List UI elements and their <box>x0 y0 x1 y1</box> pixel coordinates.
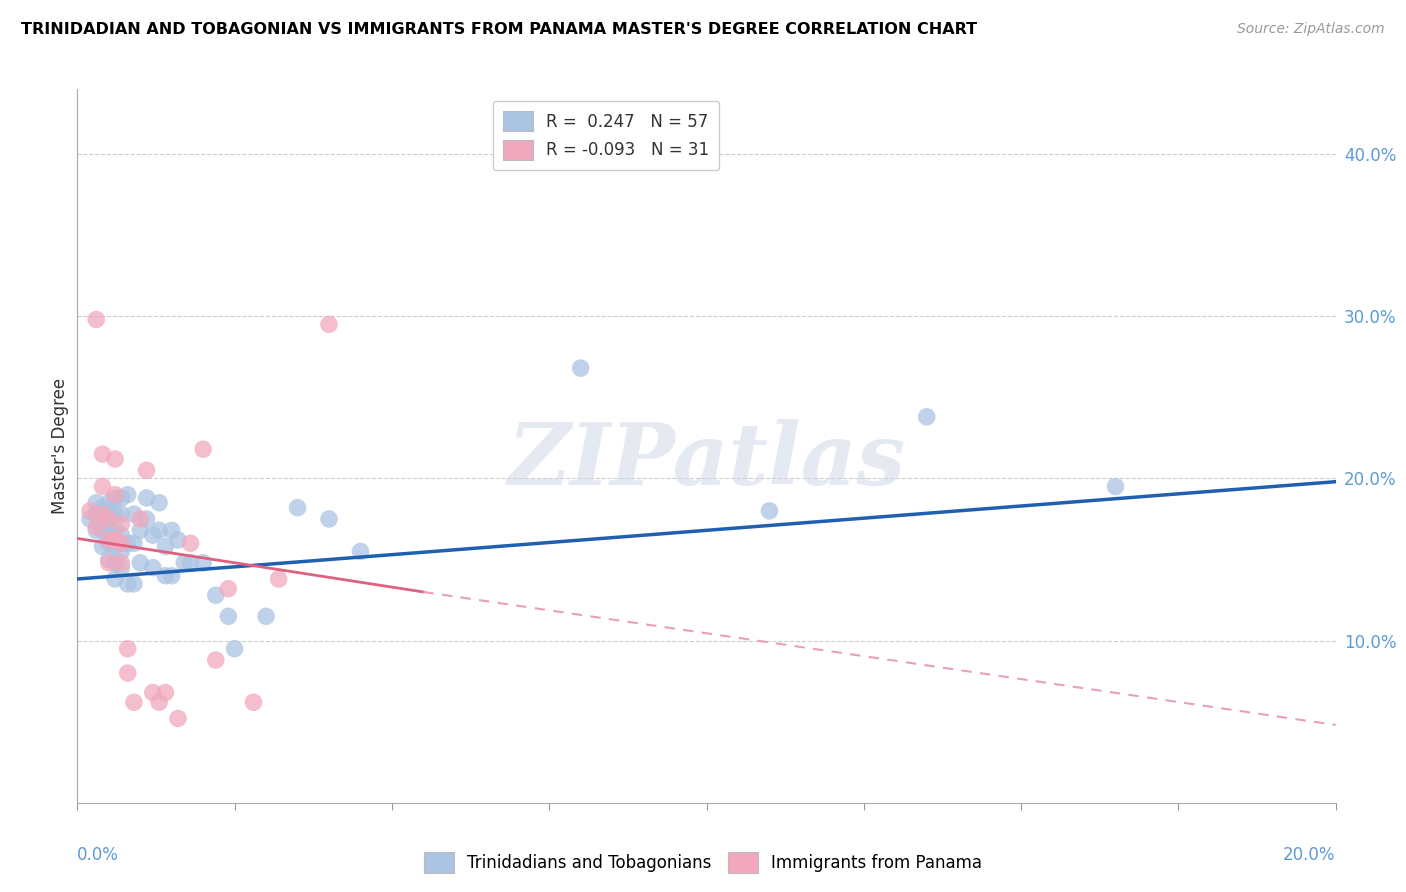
Text: Source: ZipAtlas.com: Source: ZipAtlas.com <box>1237 22 1385 37</box>
Point <box>167 711 190 725</box>
Legend: R =  0.247   N = 57, R = -0.093   N = 31: R = 0.247 N = 57, R = -0.093 N = 31 <box>492 101 718 170</box>
Point <box>142 685 165 699</box>
Point <box>117 666 139 681</box>
Point <box>129 556 152 570</box>
Point <box>84 507 107 521</box>
Text: TRINIDADIAN AND TOBAGONIAN VS IMMIGRANTS FROM PANAMA MASTER'S DEGREE CORRELATION: TRINIDADIAN AND TOBAGONIAN VS IMMIGRANTS… <box>21 22 977 37</box>
Point <box>84 520 107 534</box>
Point <box>349 544 371 558</box>
Point <box>104 488 127 502</box>
Legend: Trinidadians and Tobagonians, Immigrants from Panama: Trinidadians and Tobagonians, Immigrants… <box>418 846 988 880</box>
Point <box>173 556 195 570</box>
Point <box>91 540 114 554</box>
Point <box>155 685 177 699</box>
Point <box>191 556 215 570</box>
Point <box>129 512 152 526</box>
Point <box>242 695 264 709</box>
Point <box>129 524 152 538</box>
Point <box>97 520 120 534</box>
Point <box>117 577 139 591</box>
Point <box>758 504 780 518</box>
Point <box>217 582 239 596</box>
Point <box>104 556 127 570</box>
Point <box>122 695 145 709</box>
Point <box>91 447 114 461</box>
Point <box>110 556 132 570</box>
Point <box>97 533 120 547</box>
Point <box>204 653 226 667</box>
Point <box>254 609 277 624</box>
Point <box>155 568 177 582</box>
Point <box>91 500 114 515</box>
Point <box>204 588 226 602</box>
Point <box>267 572 290 586</box>
Point <box>84 312 107 326</box>
Point <box>135 491 157 505</box>
Point <box>167 533 190 547</box>
Point <box>148 496 170 510</box>
Point <box>180 536 202 550</box>
Point <box>122 577 145 591</box>
Point <box>117 536 139 550</box>
Point <box>117 488 139 502</box>
Point <box>79 504 101 518</box>
Point <box>1104 479 1126 493</box>
Point <box>97 536 120 550</box>
Point <box>110 516 132 531</box>
Point <box>142 560 165 574</box>
Point <box>91 524 114 538</box>
Point <box>97 512 120 526</box>
Point <box>91 479 114 493</box>
Point <box>97 496 120 510</box>
Point <box>224 641 246 656</box>
Y-axis label: Master's Degree: Master's Degree <box>51 378 69 514</box>
Point <box>104 452 127 467</box>
Point <box>110 544 132 558</box>
Point <box>217 609 239 624</box>
Point <box>569 361 592 376</box>
Point <box>160 568 183 582</box>
Point <box>135 512 157 526</box>
Point <box>122 536 145 550</box>
Point <box>104 533 127 547</box>
Text: 0.0%: 0.0% <box>77 846 120 863</box>
Point <box>110 507 132 521</box>
Point <box>148 695 170 709</box>
Point <box>117 641 139 656</box>
Point <box>122 507 145 521</box>
Point <box>155 540 177 554</box>
Point <box>104 507 127 521</box>
Point <box>135 463 157 477</box>
Point <box>104 540 127 554</box>
Point <box>97 507 120 521</box>
Point <box>110 560 132 574</box>
Point <box>180 556 202 570</box>
Point <box>160 524 183 538</box>
Point <box>84 524 107 538</box>
Point <box>110 536 132 550</box>
Point <box>915 409 938 424</box>
Point <box>104 524 127 538</box>
Point <box>104 572 127 586</box>
Text: ZIPatlas: ZIPatlas <box>508 418 905 502</box>
Point <box>318 512 340 526</box>
Point <box>110 528 132 542</box>
Point <box>191 442 215 457</box>
Point <box>91 512 114 526</box>
Point <box>91 507 114 521</box>
Point <box>142 528 165 542</box>
Point <box>148 524 170 538</box>
Point <box>318 318 340 332</box>
Point <box>110 491 132 505</box>
Point <box>97 552 120 566</box>
Point <box>97 556 120 570</box>
Text: 20.0%: 20.0% <box>1284 846 1336 863</box>
Point <box>287 500 309 515</box>
Point <box>84 496 107 510</box>
Point <box>79 512 101 526</box>
Point <box>104 491 127 505</box>
